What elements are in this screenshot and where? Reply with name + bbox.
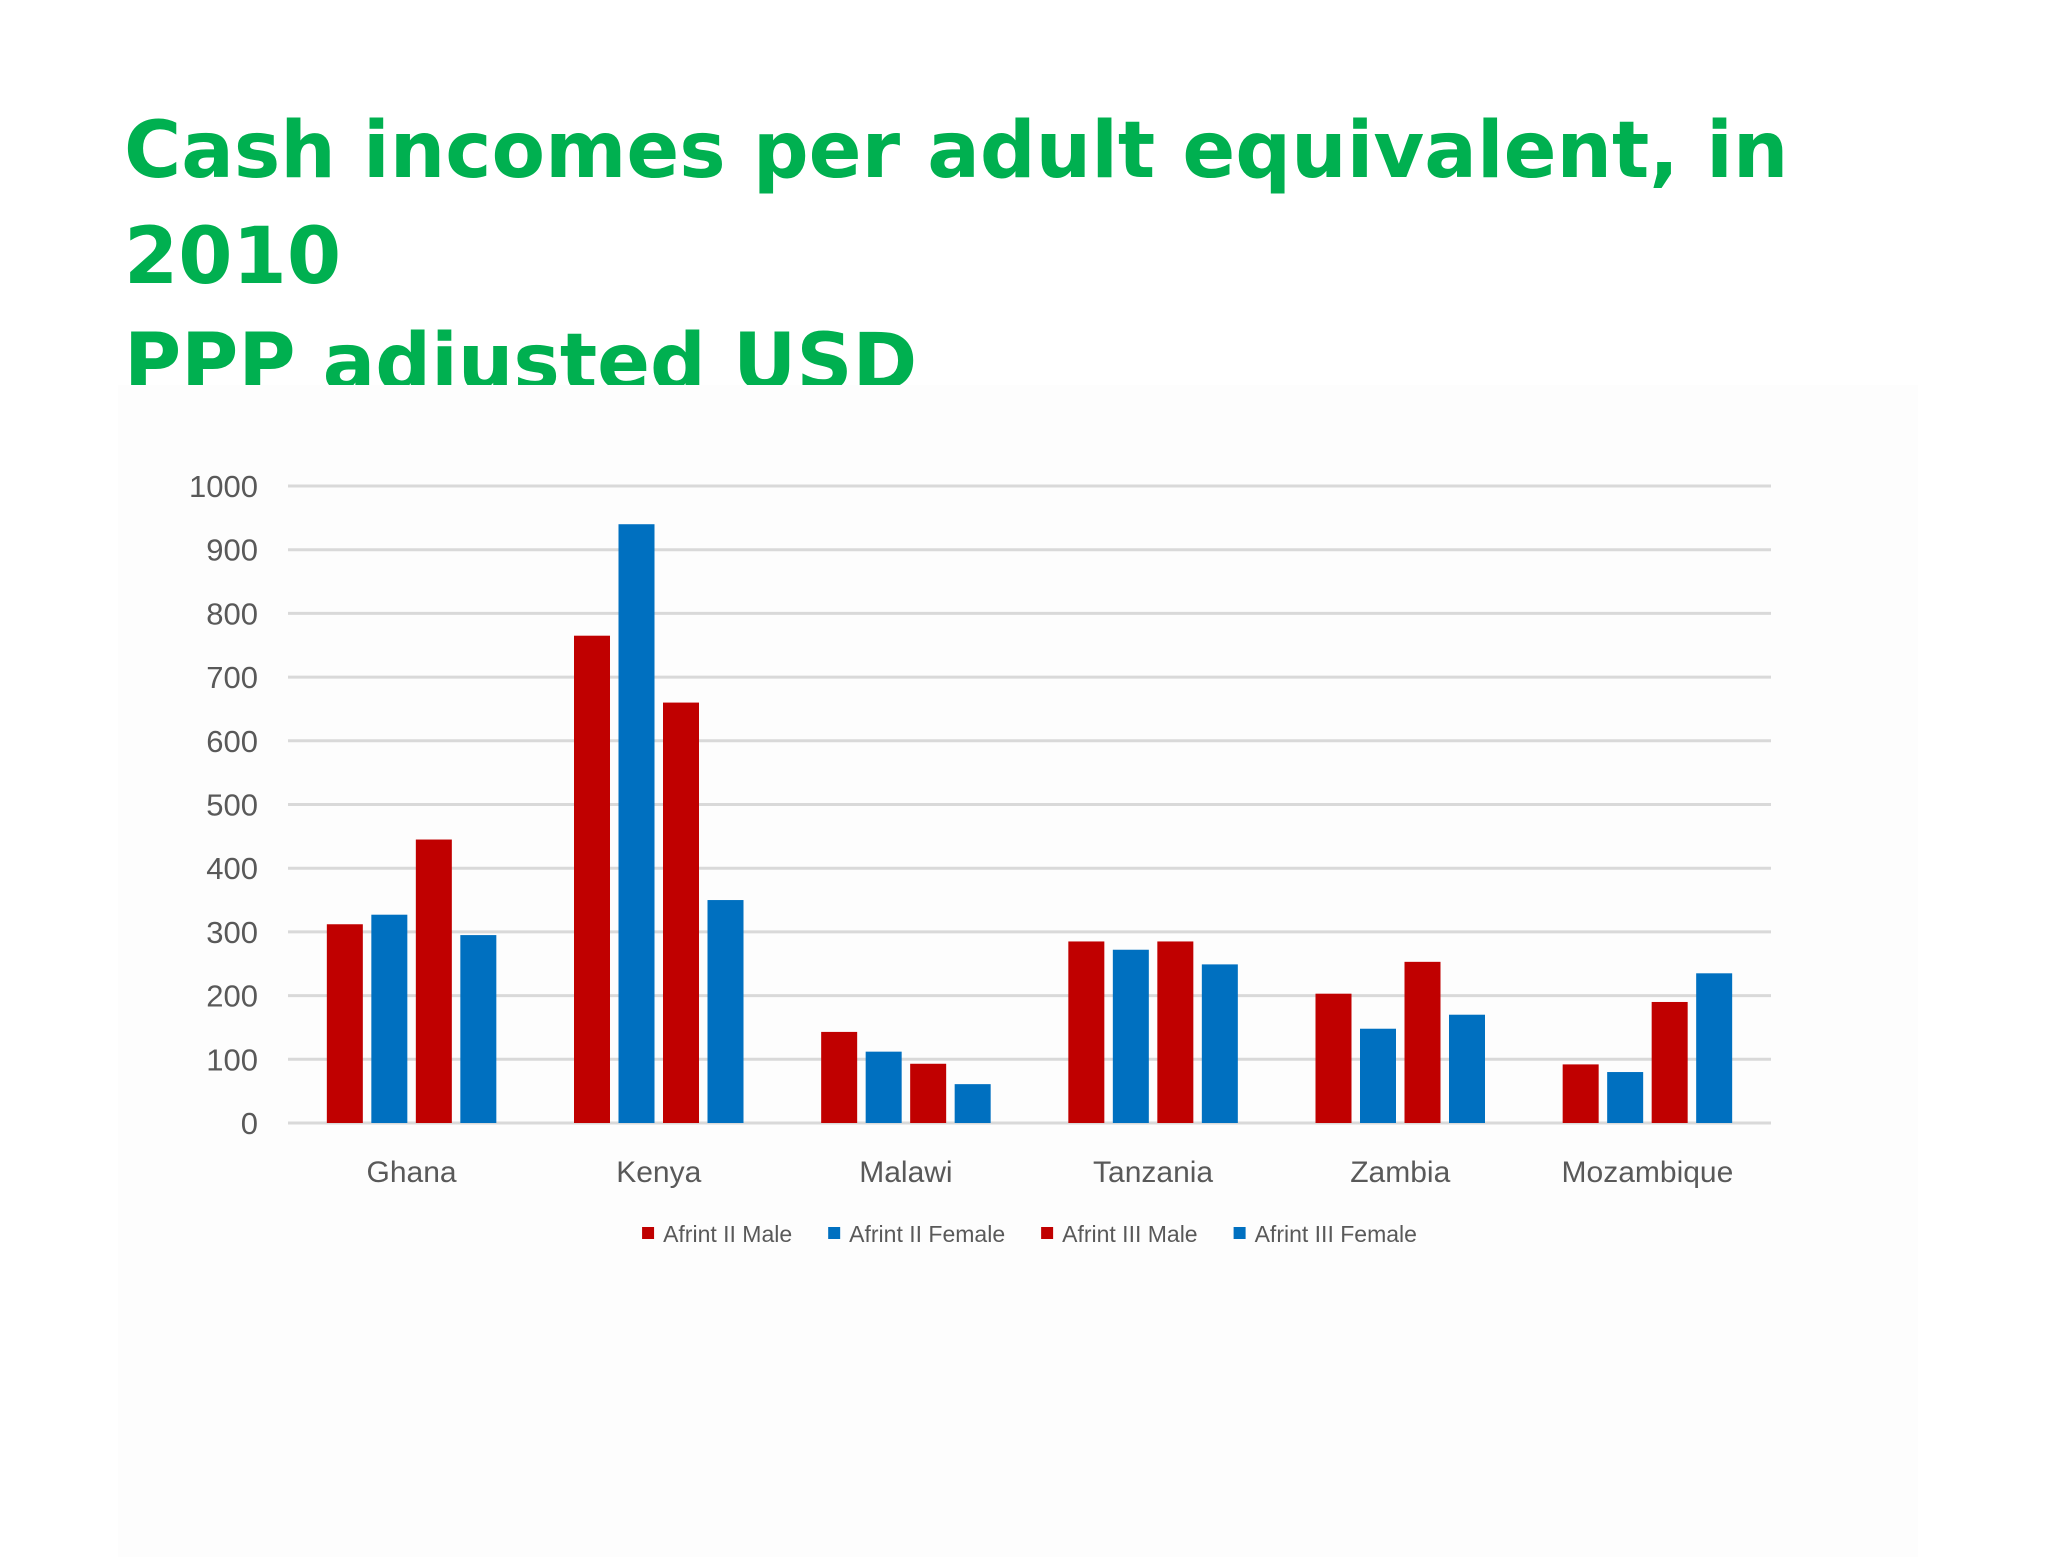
bar-zambia-series-4 bbox=[1449, 1014, 1485, 1123]
x-axis-categories: Ghana Kenya Malawi Tanzania Zambia Mozambique bbox=[367, 1156, 1734, 1189]
bar-zambia-series-2 bbox=[1360, 1028, 1396, 1123]
y-tick-label: 100 bbox=[206, 1042, 258, 1077]
y-tick-label: 500 bbox=[206, 788, 258, 823]
bar-zambia-series-3 bbox=[1404, 961, 1441, 1123]
y-tick-label: 600 bbox=[206, 724, 258, 759]
legend-item: Afrint II Female bbox=[828, 1221, 1005, 1247]
bar-malawi-series-1 bbox=[821, 1031, 858, 1123]
chart-panel: 0 100 200 300 400 500 600 700 800 900 1000 Ghana Ke… bbox=[118, 385, 1918, 1557]
bar-chart: 0 100 200 300 400 500 600 700 800 900 1000 Ghana Ke… bbox=[189, 469, 1771, 1247]
x-category-label: Zambia bbox=[1350, 1156, 1450, 1189]
bar-malawi-series-2 bbox=[865, 1051, 902, 1123]
bars bbox=[326, 524, 1733, 1123]
legend-label: Afrint II Female bbox=[849, 1221, 1005, 1247]
y-tick-label: 400 bbox=[206, 851, 258, 886]
bar-ghana-series-1 bbox=[326, 924, 363, 1123]
bar-tanzania-series-3 bbox=[1157, 941, 1194, 1123]
x-category-label: Kenya bbox=[616, 1156, 701, 1189]
legend-swatch bbox=[642, 1227, 655, 1239]
bar-tanzania-series-1 bbox=[1068, 941, 1105, 1123]
gridlines bbox=[288, 484, 1771, 1125]
x-category-label: Tanzania bbox=[1093, 1156, 1213, 1189]
legend-label: Afrint II Male bbox=[663, 1221, 792, 1247]
y-tick-label: 200 bbox=[206, 979, 258, 1014]
y-tick-label: 0 bbox=[241, 1106, 258, 1141]
legend-swatch bbox=[828, 1227, 841, 1239]
bar-tanzania-series-2 bbox=[1112, 949, 1149, 1123]
y-tick-label: 1000 bbox=[189, 469, 258, 504]
bar-zambia-series-1 bbox=[1315, 993, 1352, 1123]
legend-item: Afrint III Female bbox=[1233, 1221, 1417, 1247]
y-axis-ticks: 0 100 200 300 400 500 600 700 800 900 1000 bbox=[189, 469, 258, 1141]
bar-ghana-series-2 bbox=[371, 914, 408, 1123]
legend-swatch bbox=[1041, 1227, 1054, 1239]
bar-ghana-series-3 bbox=[415, 839, 452, 1123]
bar-ghana-series-4 bbox=[460, 935, 497, 1123]
legend-swatch bbox=[1233, 1227, 1246, 1239]
y-tick-label: 300 bbox=[206, 915, 258, 950]
slide-title: Cash incomes per adult equivalent, in 20… bbox=[124, 98, 1924, 416]
y-tick-label: 900 bbox=[206, 533, 258, 568]
bar-mozambique-series-3 bbox=[1651, 1001, 1688, 1123]
y-tick-label: 800 bbox=[206, 596, 258, 631]
legend-label: Afrint III Female bbox=[1255, 1221, 1417, 1247]
legend-item: Afrint III Male bbox=[1041, 1221, 1198, 1247]
x-category-label: Malawi bbox=[859, 1156, 952, 1189]
bar-mozambique-series-1 bbox=[1562, 1064, 1599, 1123]
bar-malawi-series-4 bbox=[954, 1084, 991, 1123]
bar-mozambique-series-4 bbox=[1696, 973, 1733, 1123]
bar-kenya-series-3 bbox=[663, 702, 699, 1123]
bar-tanzania-series-4 bbox=[1201, 964, 1238, 1123]
bar-kenya-series-2 bbox=[618, 524, 655, 1123]
bar-kenya-series-4 bbox=[707, 900, 744, 1123]
bar-mozambique-series-2 bbox=[1607, 1072, 1644, 1123]
legend-label: Afrint III Male bbox=[1062, 1221, 1197, 1247]
bar-kenya-series-1 bbox=[574, 635, 610, 1123]
legend-item: Afrint II Male bbox=[642, 1221, 792, 1247]
x-category-label: Mozambique bbox=[1562, 1156, 1734, 1189]
title-line-1: Cash incomes per adult equivalent, in 20… bbox=[124, 106, 1789, 302]
legend: Afrint II Male Afrint II Female Afrint III… bbox=[642, 1221, 1417, 1247]
x-category-label: Ghana bbox=[367, 1156, 457, 1189]
bar-malawi-series-3 bbox=[910, 1063, 947, 1123]
y-tick-label: 700 bbox=[206, 660, 258, 695]
